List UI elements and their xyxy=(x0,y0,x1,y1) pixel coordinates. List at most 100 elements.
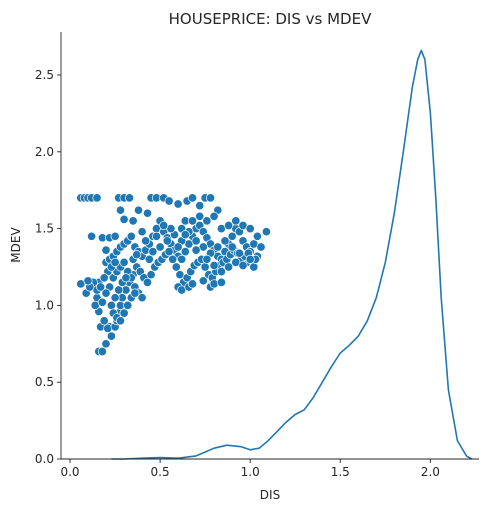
y-axis-label: MDEV xyxy=(9,227,23,263)
scatter-point xyxy=(142,277,153,287)
scatter-point xyxy=(245,254,255,264)
x-tick-label: 2.0 xyxy=(421,465,440,479)
scatter-point xyxy=(159,220,169,231)
scatter-point xyxy=(99,273,109,283)
scatter-point xyxy=(209,211,219,221)
scatter-point xyxy=(195,201,205,211)
scatter-point xyxy=(180,230,190,240)
scatter-point xyxy=(103,323,113,333)
scatter-point xyxy=(97,297,107,307)
scatter-point xyxy=(119,214,129,224)
scatter-point xyxy=(168,254,178,264)
scatter-point xyxy=(83,276,93,286)
scatter-point xyxy=(106,331,116,341)
scatter-point xyxy=(213,242,223,252)
scatter-point xyxy=(115,316,126,326)
scatter-point xyxy=(187,216,198,226)
y-tick-label: 0.0 xyxy=(35,452,54,466)
scatter-point xyxy=(261,227,271,237)
plot-area xyxy=(76,49,473,460)
scatter-point xyxy=(180,247,190,257)
scatter-point xyxy=(173,242,183,252)
scatter-point xyxy=(137,293,147,303)
scatter-point xyxy=(224,220,234,231)
scatter-point xyxy=(187,279,198,289)
scatter-point xyxy=(227,242,237,252)
scatter-point xyxy=(115,205,126,215)
y-tick-label: 0.5 xyxy=(35,375,54,389)
scatter-point xyxy=(164,247,174,257)
x-tick-label: 0.0 xyxy=(60,465,79,479)
chart-title: HOUSEPRICE: DIS vs MDEV xyxy=(169,10,372,28)
x-tick-label: 0.5 xyxy=(151,465,170,479)
scatter-point xyxy=(216,277,226,287)
scatter-point xyxy=(209,260,219,271)
scatter-point xyxy=(198,276,208,286)
scatter-point xyxy=(101,288,111,298)
scatter-point xyxy=(209,279,219,289)
scatter-point xyxy=(195,211,205,221)
y-tick-label: 1.5 xyxy=(35,222,54,236)
x-tick-label: 1.0 xyxy=(241,465,260,479)
scatter-point xyxy=(173,199,183,209)
scatter-point xyxy=(245,224,255,234)
scatter-point xyxy=(177,254,187,264)
scatter-point xyxy=(97,346,107,357)
kde-curve xyxy=(111,49,473,460)
scatter-point xyxy=(155,242,165,252)
scatter-point xyxy=(187,193,198,203)
scatter-point xyxy=(96,282,106,292)
scatter-point xyxy=(151,231,162,241)
scatter-point xyxy=(119,308,129,318)
scatter-point xyxy=(202,254,212,264)
scatter-point xyxy=(126,231,136,241)
scatter-point xyxy=(110,231,120,241)
scatter-point xyxy=(191,245,201,255)
scatter-point xyxy=(205,193,216,203)
scatter-point xyxy=(99,316,109,326)
scatter-point xyxy=(142,208,153,218)
scatter-point xyxy=(101,339,111,349)
scatter-point xyxy=(106,300,116,310)
scatter-point xyxy=(141,236,151,246)
scatter-point xyxy=(144,254,154,264)
scatter-point xyxy=(227,231,237,241)
scatter-point xyxy=(148,247,158,257)
scatter-point xyxy=(252,231,262,241)
scatter-point xyxy=(220,236,230,246)
scatter-point xyxy=(216,267,226,277)
x-tick-label: 1.5 xyxy=(331,465,350,479)
scatter-point xyxy=(256,242,266,252)
scatter-point xyxy=(128,216,138,226)
scatter-point xyxy=(123,300,133,310)
scatter-point xyxy=(162,236,172,246)
scatter-point xyxy=(121,273,131,283)
x-axis-ticks: 0.0 0.5 1.0 1.5 2.0 xyxy=(60,459,440,479)
scatter-point xyxy=(231,216,241,226)
scatter-point xyxy=(130,288,140,298)
y-axis-ticks: 0.0 0.5 1.0 1.5 2.0 2.5 xyxy=(35,68,61,466)
scatter-point xyxy=(119,257,129,267)
scatter-point xyxy=(132,250,142,260)
scatter-point xyxy=(238,260,248,271)
y-tick-label: 2.5 xyxy=(35,68,54,82)
scatter-point xyxy=(114,285,124,295)
scatter-point xyxy=(110,257,120,267)
scatter-point xyxy=(133,205,144,215)
scatter-point xyxy=(92,193,102,203)
scatter-point xyxy=(87,231,97,241)
scatter-point xyxy=(234,248,244,258)
scatter-point xyxy=(249,262,259,272)
y-tick-label: 2.0 xyxy=(35,145,54,159)
scatter-point xyxy=(171,262,181,272)
scatter-point xyxy=(146,270,156,280)
scatter-point xyxy=(191,236,201,246)
scatter-point xyxy=(137,227,147,237)
scatter-point xyxy=(110,293,120,303)
x-axis-label: DIS xyxy=(260,488,280,502)
scatter-point xyxy=(224,262,234,272)
scatter-point xyxy=(124,193,135,203)
scatter-point xyxy=(164,196,174,206)
